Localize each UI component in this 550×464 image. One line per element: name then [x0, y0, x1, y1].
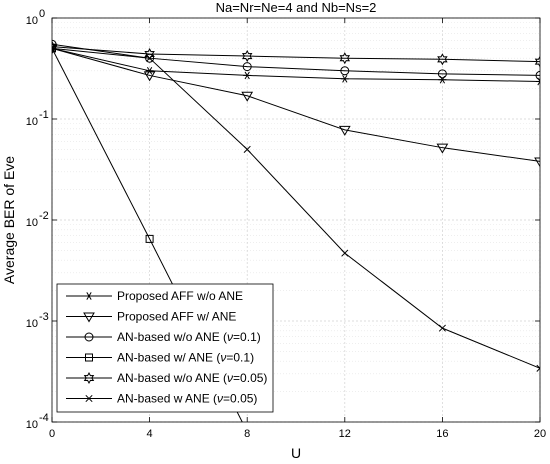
marker-hexagram [437, 53, 448, 66]
marker-triangle [83, 312, 95, 323]
y-tick-exponent: 0 [39, 8, 45, 20]
series-line [52, 43, 540, 76]
y-tick-label: 10-2 [26, 210, 49, 229]
marker-circle [437, 69, 447, 79]
legend-label: AN-based w/o ANE (ν=0.05) [117, 371, 267, 385]
marker-square [145, 234, 154, 243]
y-axis-label: Average BER of Eve [1, 156, 17, 284]
series-line [52, 46, 540, 63]
marker-asterisk [243, 71, 252, 80]
y-tick-label: 10-1 [26, 109, 49, 128]
legend-label-suffix: =0.05) [233, 371, 267, 385]
marker-asterisk [145, 66, 154, 75]
legend-label-nu: ν [217, 392, 223, 406]
legend-label: Proposed AFF w/o ANE [117, 289, 243, 303]
legend-label-suffix: =0.1) [226, 351, 254, 365]
legend-label: AN-based w ANE (ν=0.05) [117, 392, 257, 406]
marker-asterisk [340, 74, 349, 83]
legend-label-suffix: =0.05) [223, 392, 257, 406]
legend-label: Proposed AFF w/ ANE [117, 310, 236, 324]
marker-x [243, 145, 251, 153]
series-6 [52, 44, 540, 372]
y-tick-label: 10-3 [26, 311, 49, 330]
legend-item: AN-based w/ ANE (ν=0.1) [66, 351, 254, 365]
legend-item: AN-based w/o ANE (ν=0.05) [66, 371, 267, 385]
legend-label-nu: ν [227, 371, 233, 385]
marker-circle [242, 62, 252, 72]
chart-title: Na=Nr=Ne=4 and Nb=Ns=2 [216, 0, 377, 15]
x-tick-label: 4 [147, 428, 153, 440]
y-tick-label: 100 [26, 8, 45, 27]
marker-x [146, 54, 154, 62]
y-tick-base: 10 [26, 318, 38, 330]
marker-x [85, 394, 93, 403]
y-tick-base: 10 [26, 116, 38, 128]
legend-label-text: AN-based w/o ANE ( [117, 371, 227, 385]
legend-box [56, 283, 274, 413]
marker-x [52, 44, 56, 52]
legend-label-text: AN-based w/ ANE ( [117, 351, 220, 365]
y-tick-exponent: -2 [39, 210, 49, 222]
y-tick-base: 10 [26, 419, 38, 431]
marker-circle [535, 70, 540, 80]
marker-x [536, 364, 540, 372]
marker-hexagram [534, 55, 540, 68]
x-tick-label: 20 [534, 428, 546, 440]
x-axis-label: U [291, 445, 301, 461]
y-tick-base: 10 [26, 15, 38, 27]
x-tick-label: 16 [436, 428, 448, 440]
series-5 [52, 40, 540, 68]
x-tick-label: 8 [244, 428, 250, 440]
legend-label-suffix: =0.1) [233, 330, 261, 344]
marker-x [438, 324, 446, 332]
legend-label-text: AN-based w/o ANE ( [117, 330, 227, 344]
marker-hexagram [52, 40, 58, 53]
marker-circle [340, 66, 350, 76]
legend-label: AN-based w/ ANE (ν=0.1) [117, 351, 254, 365]
x-tick-label: 0 [49, 428, 55, 440]
legend-label-nu: ν [227, 330, 233, 344]
legend-label: AN-based w/o ANE (ν=0.1) [117, 330, 261, 344]
y-tick-exponent: -4 [39, 412, 49, 424]
legend-item: Proposed AFF w/ ANE [66, 310, 236, 324]
marker-square [85, 353, 93, 362]
legend-label-nu: ν [220, 351, 226, 365]
marker-hexagram [241, 50, 253, 63]
y-tick-exponent: -1 [39, 109, 49, 121]
legend-item: AN-based w/o ANE (ν=0.1) [66, 330, 261, 344]
legend: Proposed AFF w/o ANE Proposed AFF w/ ANE A… [56, 283, 274, 413]
marker-triangle [241, 91, 254, 102]
marker-hexagram [144, 47, 155, 61]
x-tick-label: 12 [339, 428, 351, 440]
marker-triangle [143, 71, 156, 82]
y-tick-base: 10 [26, 217, 38, 229]
series-line [52, 47, 540, 83]
marker-hexagram [83, 371, 95, 385]
marker-triangle [436, 143, 449, 154]
legend-item: AN-based w ANE (ν=0.05) [66, 392, 257, 406]
series-line [52, 47, 540, 162]
marker-triangle [338, 125, 351, 136]
legend-item: Proposed AFF w/o ANE [66, 289, 243, 303]
legend-label-text: Proposed AFF w/o ANE [117, 289, 243, 303]
legend-label-text: AN-based w ANE ( [117, 392, 217, 406]
marker-asterisk [85, 292, 93, 300]
marker-triangle [534, 157, 540, 168]
marker-hexagram [339, 52, 351, 65]
marker-circle [84, 332, 94, 342]
series-line [52, 47, 540, 369]
legend-label-text: Proposed AFF w/ ANE [117, 310, 236, 324]
marker-x [341, 249, 349, 257]
y-tick-label: 10-4 [26, 412, 49, 431]
y-tick-exponent: -3 [39, 311, 49, 323]
